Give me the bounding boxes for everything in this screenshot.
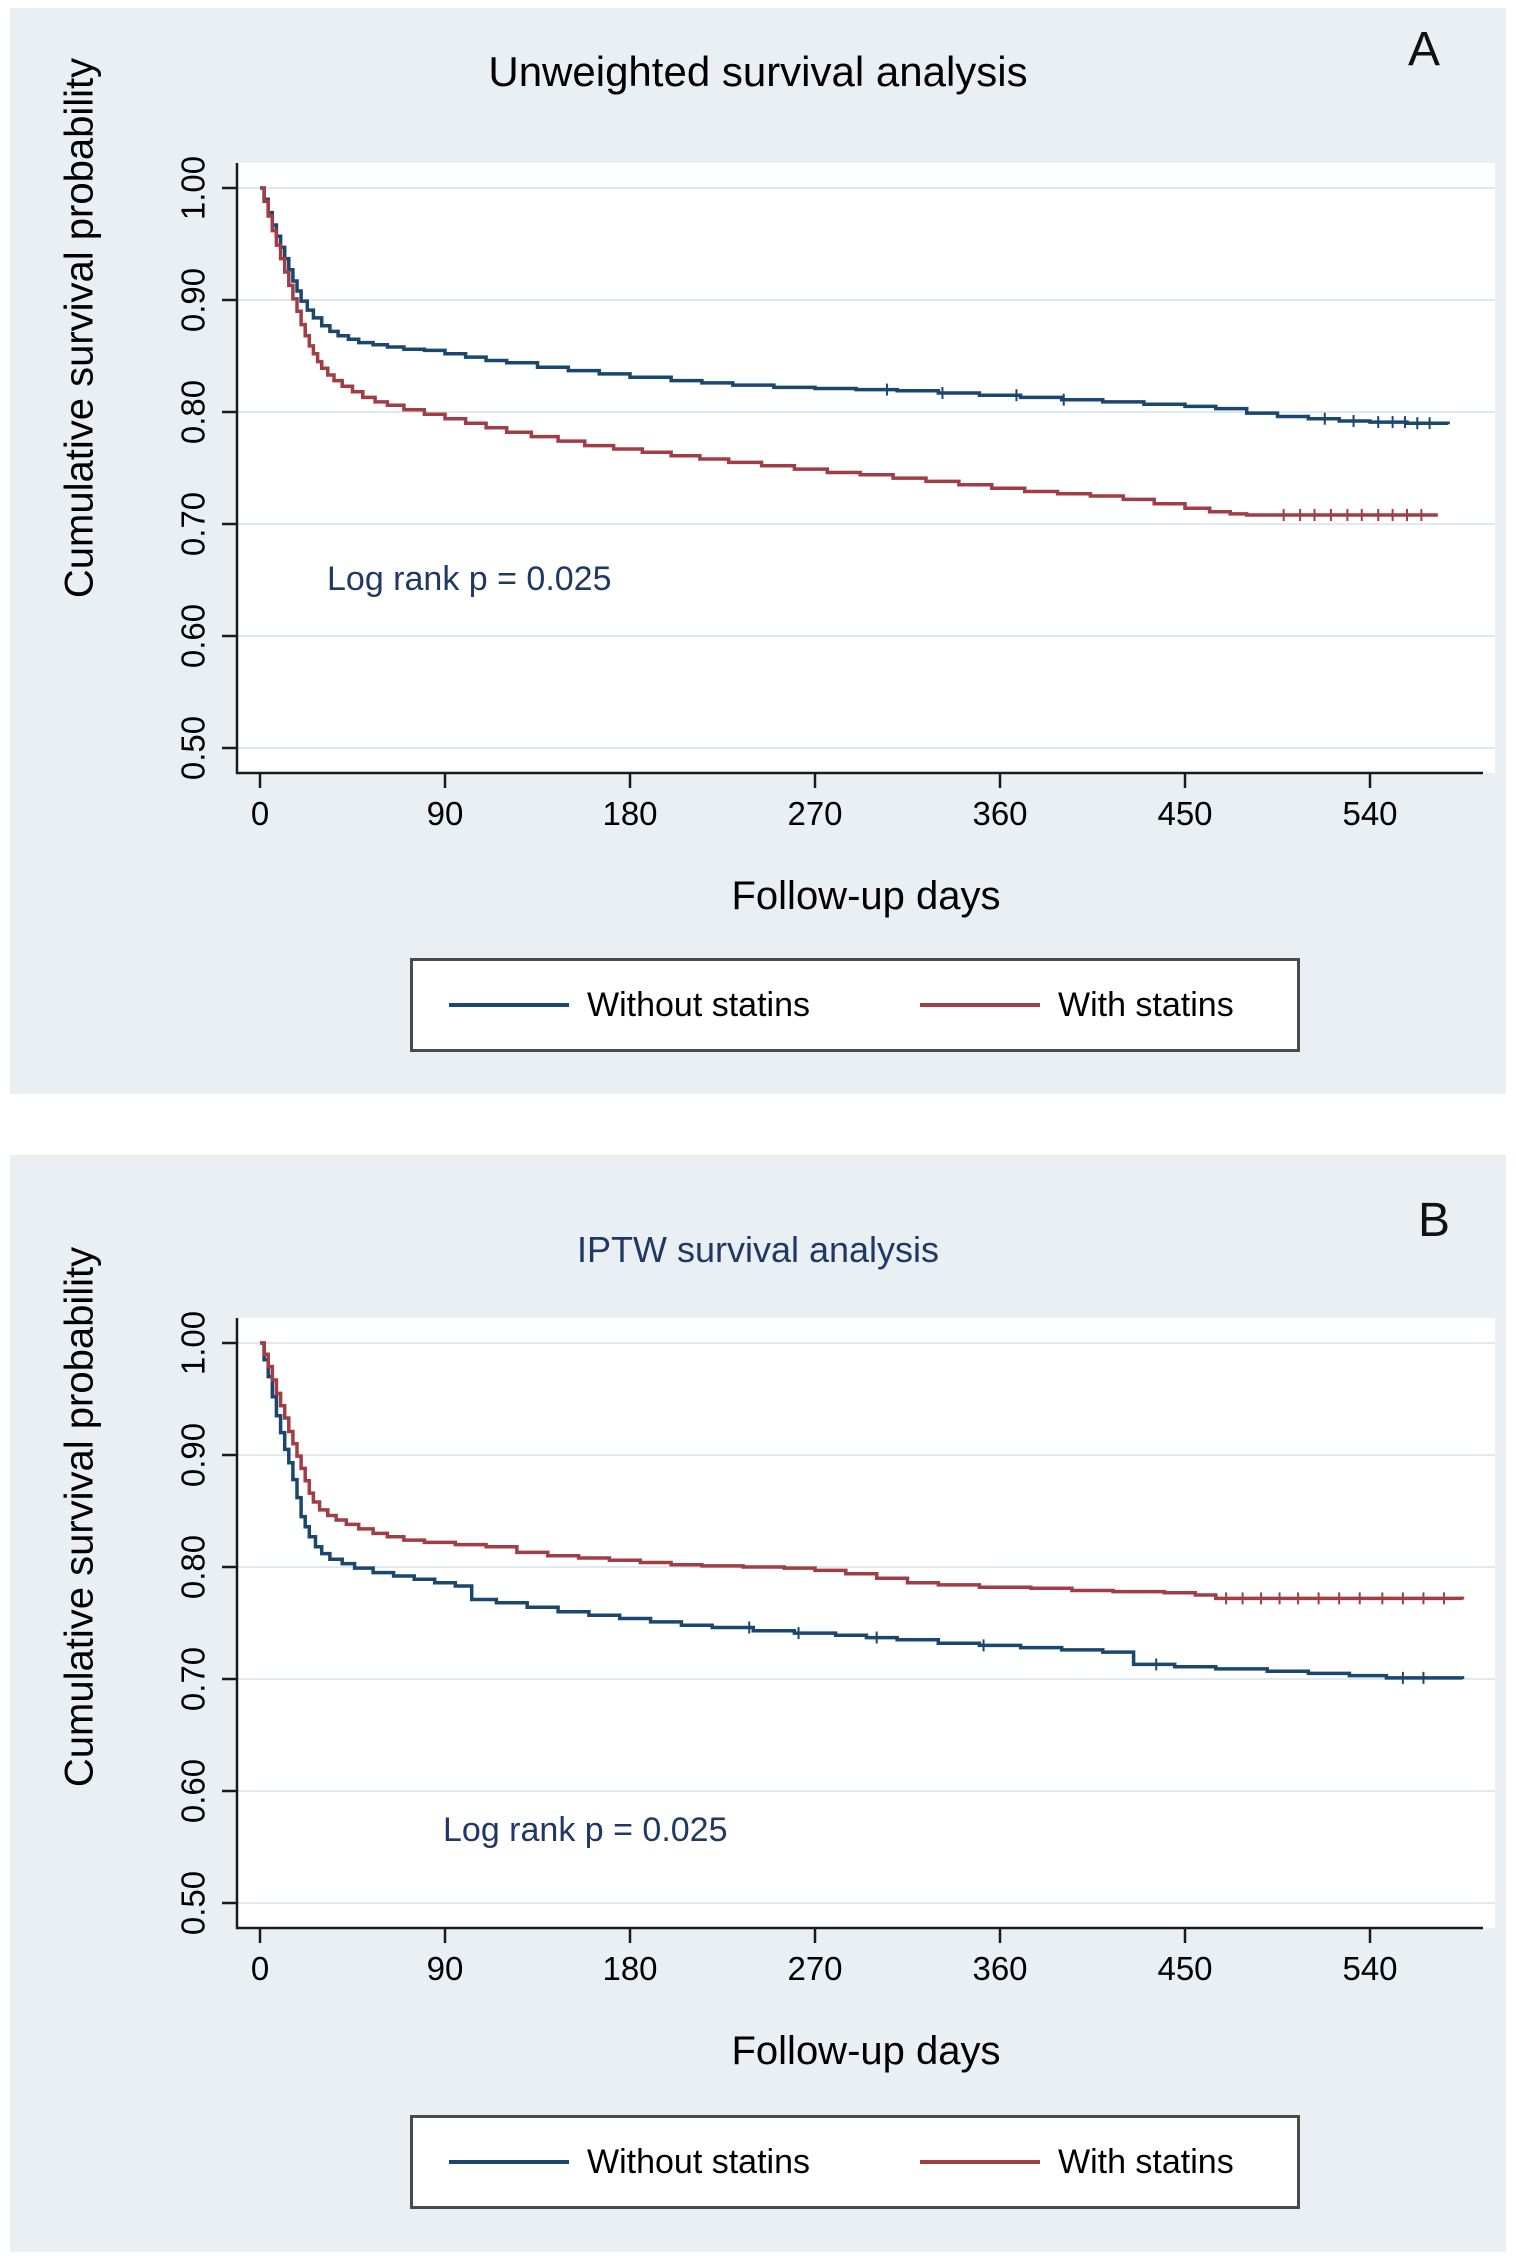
x-tick-label: 90 bbox=[427, 795, 464, 832]
legend-label-without-statins: Without statins bbox=[587, 985, 810, 1024]
x-tick-label: 450 bbox=[1157, 795, 1212, 832]
survival-curve-with-statins bbox=[260, 186, 1438, 517]
panel-a-corner-label: A bbox=[1408, 23, 1441, 76]
legend-label-with-statins: With statins bbox=[1057, 2142, 1234, 2181]
y-tick-label: 0.90 bbox=[175, 268, 212, 332]
y-tick-label: 0.60 bbox=[175, 604, 212, 668]
panel-a-logrank-annotation: Log rank p = 0.025 bbox=[327, 560, 612, 598]
x-tick-label: 180 bbox=[602, 1950, 657, 1987]
legend-line-sample-without-statins bbox=[449, 1003, 569, 1007]
y-tick-label: 0.90 bbox=[175, 1423, 212, 1487]
panel-iptw-survival: 1.00 0.90 0.80 0.70 0.60 0.50 0 90 180 270 360 450 5… bbox=[10, 1155, 1506, 2252]
x-tick-label: 360 bbox=[972, 1950, 1027, 1987]
legend-line-sample-with-statins bbox=[919, 1003, 1040, 1007]
survival-curve-without-statins bbox=[260, 186, 1450, 425]
panel-b-xaxis-title: Follow-up days bbox=[731, 2029, 1001, 2073]
plot-area bbox=[237, 163, 1495, 773]
y-tick-label: 0.80 bbox=[175, 1535, 212, 1599]
survival-curve-without-statins bbox=[260, 1341, 1465, 1680]
x-tick-label: 270 bbox=[787, 1950, 842, 1987]
panel-a-yaxis-title: Cumulative survival probability bbox=[57, 57, 102, 599]
x-tick-label: 90 bbox=[427, 1950, 464, 1987]
legend-label-with-statins: With statins bbox=[1057, 985, 1234, 1024]
y-tick-label: 0.60 bbox=[175, 1759, 212, 1823]
legend-line-sample-without-statins bbox=[449, 2160, 569, 2164]
panel-a-xaxis-title: Follow-up days bbox=[731, 874, 1001, 918]
legend-line-sample-with-statins bbox=[919, 2160, 1040, 2164]
x-tick-label: 270 bbox=[787, 795, 842, 832]
panel-b-logrank-annotation: Log rank p = 0.025 bbox=[443, 1811, 728, 1849]
panel-b-yaxis-title: Cumulative survival probability bbox=[57, 1246, 102, 1788]
plot-area bbox=[237, 1318, 1495, 1928]
y-tick-label: 0.50 bbox=[175, 716, 212, 780]
y-tick-label: 1.00 bbox=[175, 1311, 212, 1375]
panel-b-title: IPTW survival analysis bbox=[576, 1229, 940, 1270]
panel-b-plot-canvas: 1.00 0.90 0.80 0.70 0.60 0.50 0 90 180 270 360 450 5… bbox=[175, 1311, 1495, 1987]
panel-b-legend: Without statins With statins bbox=[410, 2115, 1300, 2209]
panel-a-plot-canvas: 1.00 0.90 0.80 0.70 0.60 0.50 0 90 180 270 360 450 5… bbox=[175, 156, 1495, 832]
panel-a-title: Unweighted survival analysis bbox=[488, 48, 1028, 95]
legend-label-without-statins: Without statins bbox=[587, 2142, 810, 2181]
y-tick-label: 0.80 bbox=[175, 380, 212, 444]
panel-unweighted-survival: 1.00 0.90 0.80 0.70 0.60 0.50 0 90 180 270 360 450 5… bbox=[10, 8, 1506, 1094]
panel-b-corner-label: B bbox=[1418, 1194, 1451, 1247]
x-tick-label: 540 bbox=[1342, 795, 1397, 832]
y-tick-label: 1.00 bbox=[175, 156, 212, 220]
x-tick-label: 0 bbox=[251, 1950, 269, 1987]
x-tick-label: 180 bbox=[602, 795, 657, 832]
y-tick-label: 0.70 bbox=[175, 1647, 212, 1711]
x-tick-label: 0 bbox=[251, 795, 269, 832]
x-tick-label: 450 bbox=[1157, 1950, 1212, 1987]
x-tick-label: 540 bbox=[1342, 1950, 1397, 1987]
x-tick-label: 360 bbox=[972, 795, 1027, 832]
y-tick-label: 0.50 bbox=[175, 1871, 212, 1935]
panel-a-legend: Without statins With statins bbox=[410, 958, 1300, 1052]
y-tick-label: 0.70 bbox=[175, 492, 212, 556]
survival-curve-with-statins bbox=[260, 1341, 1465, 1601]
